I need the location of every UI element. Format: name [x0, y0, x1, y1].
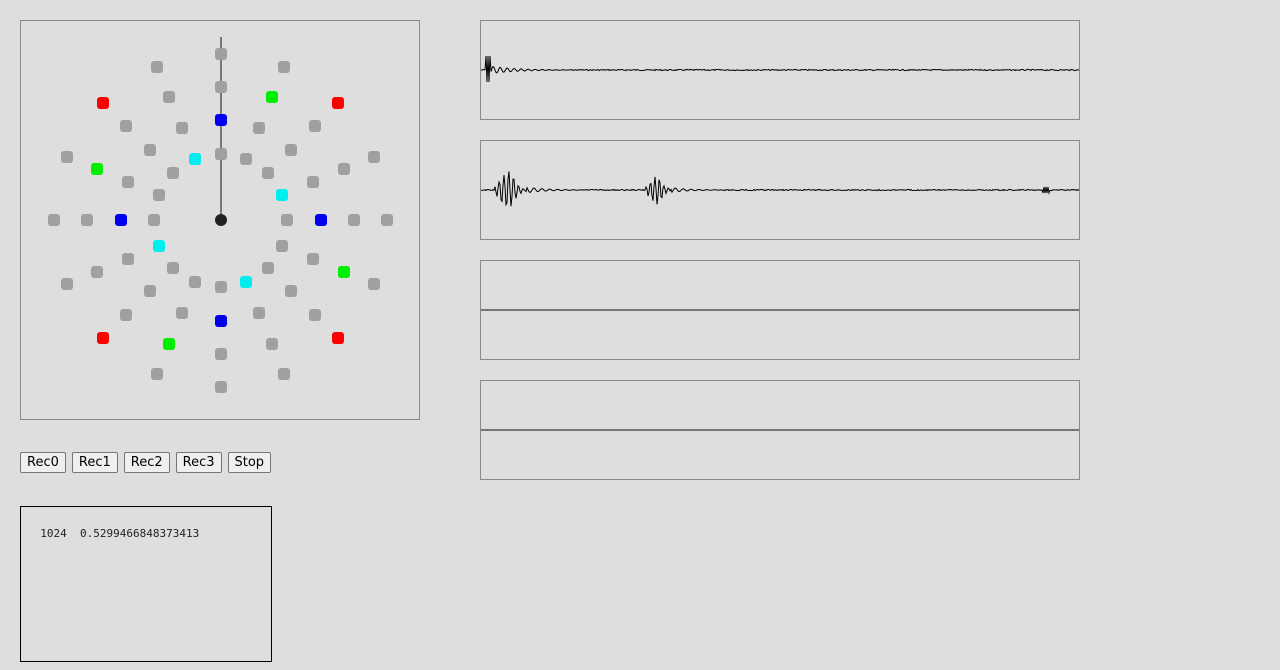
microphone-dot[interactable]	[97, 332, 109, 344]
microphone-dot[interactable]	[189, 276, 201, 288]
log-line: 1024 0.5299466848373413	[40, 527, 200, 540]
microphone-dot[interactable]	[163, 91, 175, 103]
microphone-dot[interactable]	[61, 151, 73, 163]
waveform-1-trace	[481, 171, 1079, 207]
microphone-dot[interactable]	[153, 240, 165, 252]
waveform-panel-1	[480, 140, 1080, 240]
waveform-panel-2	[480, 260, 1080, 360]
microphone-dot[interactable]	[215, 81, 227, 93]
waveform-panel-0	[480, 20, 1080, 120]
stop-button[interactable]: Stop	[227, 452, 272, 473]
microphone-dot[interactable]	[315, 214, 327, 226]
microphone-dot[interactable]	[285, 144, 297, 156]
rec1-button[interactable]: Rec1	[71, 452, 118, 473]
microphone-dot[interactable]	[266, 91, 278, 103]
waveform-0-trace	[481, 55, 1079, 83]
microphone-dot[interactable]	[215, 48, 227, 60]
log-output: 1024 0.5299466848373413	[20, 506, 272, 662]
microphone-dot[interactable]	[91, 163, 103, 175]
microphone-dot[interactable]	[368, 151, 380, 163]
microphone-dot[interactable]	[381, 214, 393, 226]
microphone-dot[interactable]	[163, 338, 175, 350]
microphone-dot[interactable]	[338, 266, 350, 278]
microphone-dot[interactable]	[332, 97, 344, 109]
microphone-dot[interactable]	[97, 97, 109, 109]
microphone-dot[interactable]	[276, 189, 288, 201]
microphone-dot[interactable]	[309, 120, 321, 132]
microphone-dot[interactable]	[281, 214, 293, 226]
microphone-dot[interactable]	[151, 61, 163, 73]
microphone-dot[interactable]	[278, 61, 290, 73]
microphone-dot[interactable]	[167, 167, 179, 179]
microphone-dot[interactable]	[144, 285, 156, 297]
microphone-dot[interactable]	[215, 315, 227, 327]
microphone-array-panel[interactable]	[20, 20, 420, 420]
microphone-dot[interactable]	[167, 262, 179, 274]
microphone-array-plot[interactable]	[21, 21, 419, 419]
microphone-dot[interactable]	[253, 307, 265, 319]
waveform-panel-3	[480, 380, 1080, 480]
microphone-dot[interactable]	[348, 214, 360, 226]
microphone-dot[interactable]	[48, 214, 60, 226]
rec0-button[interactable]: Rec0	[20, 452, 66, 473]
microphone-dot[interactable]	[91, 266, 103, 278]
waveform-2	[481, 309, 1079, 311]
waveform-1	[481, 171, 1079, 207]
microphone-dot[interactable]	[262, 167, 274, 179]
array-center-marker[interactable]	[215, 214, 227, 226]
microphone-dot[interactable]	[332, 332, 344, 344]
microphone-dot[interactable]	[262, 262, 274, 274]
rec3-button[interactable]: Rec3	[175, 452, 222, 473]
rec2-button[interactable]: Rec2	[123, 452, 170, 473]
microphone-dot[interactable]	[215, 348, 227, 360]
microphone-dot[interactable]	[115, 214, 127, 226]
microphone-dot[interactable]	[276, 240, 288, 252]
microphone-dot[interactable]	[153, 189, 165, 201]
microphone-dot[interactable]	[240, 153, 252, 165]
microphone-dot[interactable]	[176, 122, 188, 134]
microphone-dot[interactable]	[215, 148, 227, 160]
microphone-dot[interactable]	[61, 278, 73, 290]
microphone-dot[interactable]	[120, 120, 132, 132]
microphone-dot[interactable]	[215, 114, 227, 126]
microphone-dot[interactable]	[120, 309, 132, 321]
microphone-dot[interactable]	[240, 276, 252, 288]
microphone-dot[interactable]	[215, 281, 227, 293]
microphone-dot[interactable]	[148, 214, 160, 226]
record-controls: Rec0 Rec1 Rec2 Rec3 Stop	[20, 452, 272, 473]
microphone-dot[interactable]	[368, 278, 380, 290]
microphone-dot[interactable]	[307, 176, 319, 188]
microphone-dot[interactable]	[122, 253, 134, 265]
microphone-dot[interactable]	[176, 307, 188, 319]
microphone-dot[interactable]	[338, 163, 350, 175]
microphone-dot[interactable]	[215, 381, 227, 393]
microphone-dot[interactable]	[151, 368, 163, 380]
waveform-0	[481, 55, 1079, 83]
microphone-dot[interactable]	[266, 338, 278, 350]
microphone-dot[interactable]	[285, 285, 297, 297]
microphone-dot[interactable]	[144, 144, 156, 156]
microphone-dot[interactable]	[253, 122, 265, 134]
microphone-dot[interactable]	[309, 309, 321, 321]
microphone-dot[interactable]	[122, 176, 134, 188]
microphone-dot[interactable]	[189, 153, 201, 165]
microphone-dot[interactable]	[307, 253, 319, 265]
microphone-dot[interactable]	[81, 214, 93, 226]
waveform-3	[481, 429, 1079, 431]
microphone-dot[interactable]	[278, 368, 290, 380]
